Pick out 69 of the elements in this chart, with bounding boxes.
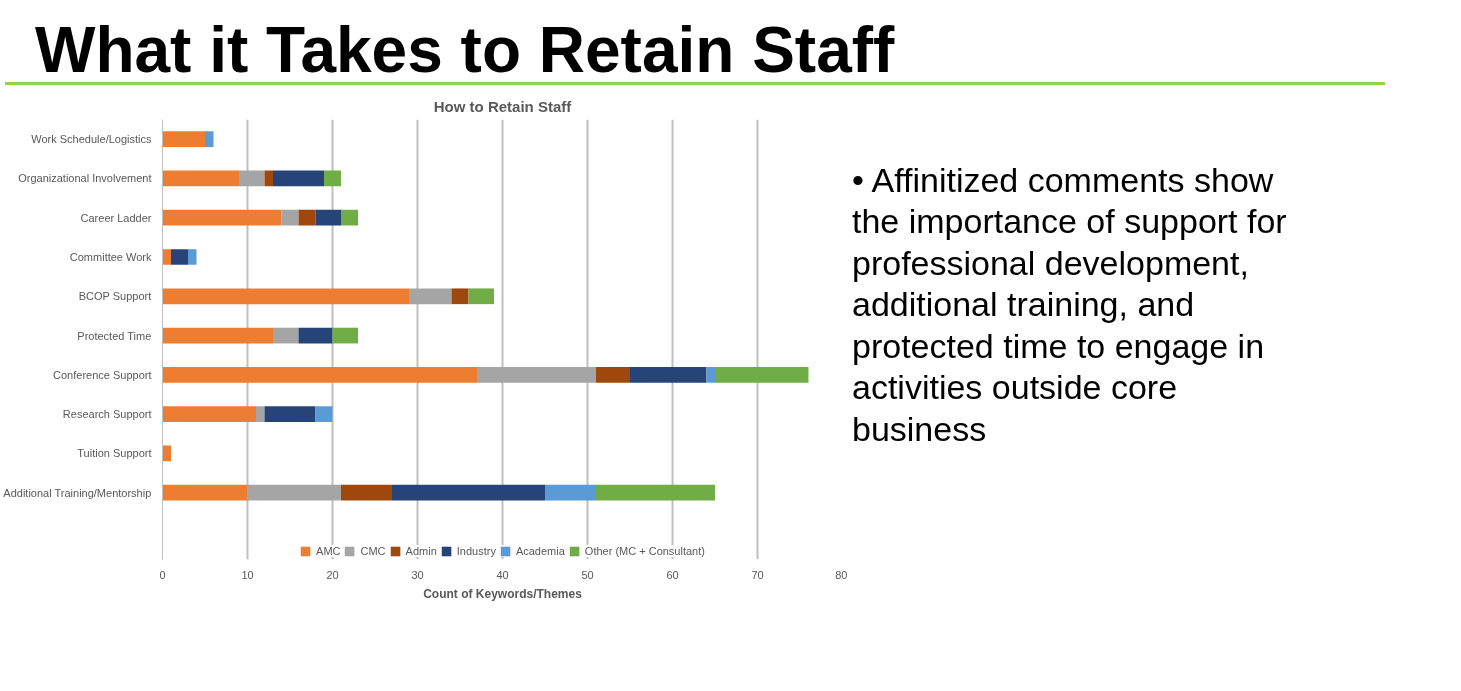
legend-label: CMC (360, 545, 386, 557)
x-tick-label: 80 (835, 568, 848, 581)
x-tick-label: 20 (326, 568, 339, 581)
bar (171, 249, 188, 265)
y-tick-label: BCOP Support (78, 290, 152, 303)
y-tick-label: Tuition Support (77, 447, 152, 460)
bar (281, 209, 299, 226)
bar (273, 327, 299, 344)
bar (162, 170, 239, 187)
bar (188, 249, 197, 265)
bar (451, 288, 469, 305)
legend-label: Other (MC + Consultant) (584, 545, 705, 557)
y-tick-label: Conference Support (53, 368, 152, 381)
bar (247, 484, 341, 501)
bar (162, 406, 256, 422)
bar (545, 484, 596, 501)
y-tick-label: Committee Work (69, 251, 152, 263)
bar (162, 445, 171, 462)
x-tick-label: 50 (581, 568, 594, 581)
bar (162, 249, 171, 265)
text: What it Takes to Retain Staff (35, 13, 895, 88)
bar (409, 288, 452, 305)
bar (392, 484, 545, 501)
legend-label: AMC (316, 545, 341, 557)
legend-label: Industry (456, 545, 496, 557)
bar (162, 484, 248, 501)
bar (468, 288, 494, 305)
x-tick-label: 30 (411, 568, 424, 581)
y-tick-label: Research Support (62, 408, 152, 421)
x-tick-label: 60 (666, 568, 679, 581)
bar (298, 327, 333, 344)
bar (341, 209, 358, 226)
bar (341, 484, 392, 501)
text: • Affinitized comments show the importance of support for professional development, additional training, and protected time to engage in activities outside core business (852, 160, 1288, 450)
bar (324, 170, 341, 187)
y-tick-label: Protected Time (77, 329, 152, 342)
bar (162, 327, 273, 344)
bar (715, 367, 809, 383)
bar (315, 406, 333, 422)
bar (596, 484, 715, 501)
bar (298, 209, 316, 226)
x-tick-label: 10 (241, 568, 254, 581)
bar (162, 288, 409, 305)
legend-label: Academia (515, 545, 565, 557)
bar (162, 131, 205, 147)
bar (162, 209, 282, 226)
x-tick-label: 0 (159, 568, 166, 581)
bar (315, 209, 341, 226)
bar (256, 406, 265, 422)
y-tick-label: Career Ladder (80, 211, 152, 224)
bar (273, 170, 324, 187)
y-tick-label: Work Schedule/Logistics (31, 133, 152, 146)
bar (205, 131, 214, 147)
bar (264, 406, 316, 422)
bar (239, 170, 265, 187)
bar (630, 367, 707, 383)
x-tick-label: 40 (496, 568, 509, 581)
bar (477, 367, 596, 383)
bar (332, 327, 358, 344)
x-tick-label: 70 (751, 568, 764, 581)
bar (596, 367, 630, 383)
y-tick-label: Organizational Involvement (18, 172, 152, 185)
chart-title: How to Retain Staff (433, 97, 573, 115)
legend-label: Admin (405, 545, 437, 557)
bar (264, 170, 273, 187)
y-tick-label: Additional Training/Mentorship (3, 486, 152, 499)
bar (706, 367, 715, 383)
x-axis-title: Count of Keywords/Themes (423, 586, 583, 601)
bar (162, 367, 477, 383)
